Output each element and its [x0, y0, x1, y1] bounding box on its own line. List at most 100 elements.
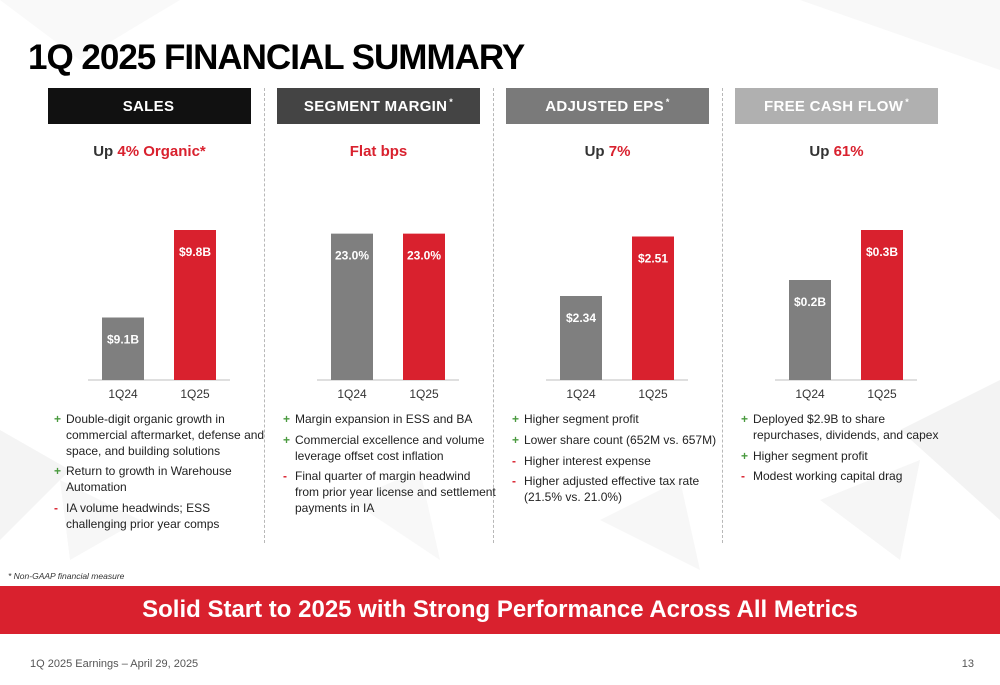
bullet-text: Modest working capital drag — [753, 469, 903, 484]
minus-marker: - — [283, 469, 287, 484]
data-label: $9.1B — [107, 333, 139, 347]
tick-label: 1Q25 — [180, 387, 210, 401]
plus-marker: + — [54, 412, 62, 426]
bullet-item: + Return to growth in Warehouse Automatio… — [52, 464, 267, 496]
column-divider — [264, 88, 265, 543]
bar-1q24 — [560, 296, 602, 380]
tick-label: 1Q25 — [409, 387, 439, 401]
bullet-text: Final quarter of margin headwind from pr… — [295, 469, 496, 516]
header-sales: SALES — [48, 88, 251, 124]
bullet-text: Higher segment profit — [524, 412, 639, 426]
bar-1q24 — [331, 233, 373, 380]
bullet-item: + Margin expansion in ESS and BA — [281, 412, 496, 428]
page-title: 1Q 2025 FINANCIAL SUMMARY — [28, 38, 525, 77]
bullet-item: + Commercial excellence and volume levera… — [281, 433, 496, 465]
data-label: 23.0% — [335, 249, 369, 263]
data-label: $2.34 — [566, 311, 596, 325]
bullet-item: + Higher segment profit — [739, 449, 954, 465]
bar-1q25 — [861, 230, 903, 380]
header-star: * — [665, 97, 670, 107]
data-label: 23.0% — [407, 249, 441, 263]
tick-label: 1Q24 — [337, 387, 367, 401]
bullet-text: Higher interest expense — [524, 453, 651, 468]
free-cash-flow-chart: $0.2B 1Q24 $0.3B 1Q25 — [775, 230, 917, 401]
free-cash-flow-bullets: + Deployed $2.9B to share repurchases, di… — [739, 412, 954, 490]
sales-growth: Up 4% Organic* — [48, 143, 251, 160]
bullet-text: Deployed $2.9B to share repurchases, div… — [753, 412, 939, 442]
bullet-text: IA volume headwinds; ESS challenging pri… — [66, 501, 220, 531]
plus-marker: + — [283, 412, 291, 426]
header-label: SEGMENT MARGIN — [303, 97, 448, 115]
minus-marker: - — [741, 469, 745, 484]
plus-marker: + — [512, 432, 520, 447]
header-segment-margin: SEGMENT MARGIN * — [277, 88, 480, 124]
minus-marker: - — [512, 474, 516, 489]
bullet-item: + Lower share count (652M vs. 657M) — [510, 433, 725, 449]
footer-date: 1Q 2025 Earnings – April 29, 2025 — [30, 658, 199, 670]
plus-marker: + — [283, 432, 291, 447]
header-free-cash-flow: FREE CASH FLOW * — [735, 88, 938, 124]
bullet-item: + Deployed $2.9B to share repurchases, di… — [739, 412, 954, 444]
segment-margin-chart: 23.0% 1Q24 23.0% 1Q25 — [317, 233, 459, 401]
growth-prefix: Up — [93, 143, 118, 160]
tick-label: 1Q24 — [108, 387, 138, 401]
bullet-item: - Modest working capital drag — [739, 469, 954, 485]
bullet-item: + Double-digit organic growth in commerci… — [52, 412, 267, 459]
data-label: $0.3B — [866, 245, 898, 259]
growth-value: 4% Organic* — [117, 143, 206, 160]
bullet-text: Double-digit organic growth in commercia… — [66, 412, 265, 458]
bar-1q24 — [102, 317, 144, 380]
adjusted-eps-bullets: + Higher segment profit + Lower share count… — [510, 412, 725, 511]
bullet-item: - Higher adjusted effective tax rate (21.… — [510, 474, 725, 506]
growth-prefix: Up — [809, 143, 834, 160]
bullet-item: + Higher segment profit — [510, 412, 725, 428]
bar-1q25 — [632, 236, 674, 380]
growth-prefix: Up — [584, 143, 609, 160]
plus-marker: + — [54, 464, 62, 479]
sales-bullets: + Double-digit organic growth in commerci… — [52, 412, 267, 538]
adjusted-eps-growth: Up 7% — [506, 143, 709, 160]
header-adjusted-eps: ADJUSTED EPS * — [506, 88, 709, 124]
bullet-text: Commercial excellence and volume leverag… — [295, 432, 485, 463]
bullet-text: Margin expansion in ESS and BA — [295, 412, 473, 426]
growth-value: 61% — [833, 143, 864, 160]
sales-chart: $9.1B 1Q24 $9.8B 1Q25 — [88, 230, 230, 401]
header-star: * — [905, 97, 909, 107]
tick-label: 1Q25 — [638, 387, 668, 401]
segment-margin-growth: Flat bps — [277, 143, 480, 160]
minus-marker: - — [54, 501, 58, 516]
segment-margin-bullets: + Margin expansion in ESS and BA + Commerci… — [281, 412, 496, 522]
adjusted-eps-chart: $2.34 1Q24 $2.51 1Q25 — [546, 236, 688, 401]
header-star: * — [449, 97, 454, 107]
header-label: FREE CASH FLOW — [763, 97, 904, 115]
bullet-text: Lower share count (652M vs. 657M) — [524, 432, 717, 447]
column-divider — [493, 88, 494, 543]
bullet-item: - Final quarter of margin headwind from p… — [281, 469, 496, 516]
growth-value: Flat bps — [349, 143, 408, 160]
bar-1q25 — [403, 233, 445, 380]
bar-1q24 — [789, 280, 831, 380]
bullet-text: Return to growth in Warehouse Automation — [66, 464, 232, 495]
plus-marker: + — [741, 412, 749, 426]
header-label: ADJUSTED EPS — [545, 97, 664, 115]
data-label: $2.51 — [638, 252, 668, 266]
bullet-item: - IA volume headwinds; ESS challenging pr… — [52, 501, 267, 533]
tick-label: 1Q24 — [795, 387, 825, 401]
plus-marker: + — [741, 448, 749, 463]
growth-value: 7% — [608, 143, 631, 160]
bullet-item: - Higher interest expense — [510, 454, 725, 470]
bar-1q25 — [174, 230, 216, 380]
bullet-text: Higher adjusted effective tax rate (21.5… — [524, 474, 700, 505]
footnote: * Non-GAAP financial measure — [8, 571, 125, 581]
data-label: $0.2B — [794, 295, 826, 309]
data-label: $9.8B — [179, 245, 211, 259]
page-number: 13 — [961, 658, 974, 670]
tick-label: 1Q25 — [867, 387, 897, 401]
minus-marker: - — [512, 453, 516, 468]
plus-marker: + — [512, 412, 520, 426]
bullet-text: Higher segment profit — [753, 448, 868, 463]
column-divider — [722, 88, 723, 543]
free-cash-flow-growth: Up 61% — [735, 143, 938, 160]
summary-banner: Solid Start to 2025 with Strong Performa… — [0, 586, 1000, 634]
tick-label: 1Q24 — [566, 387, 596, 401]
